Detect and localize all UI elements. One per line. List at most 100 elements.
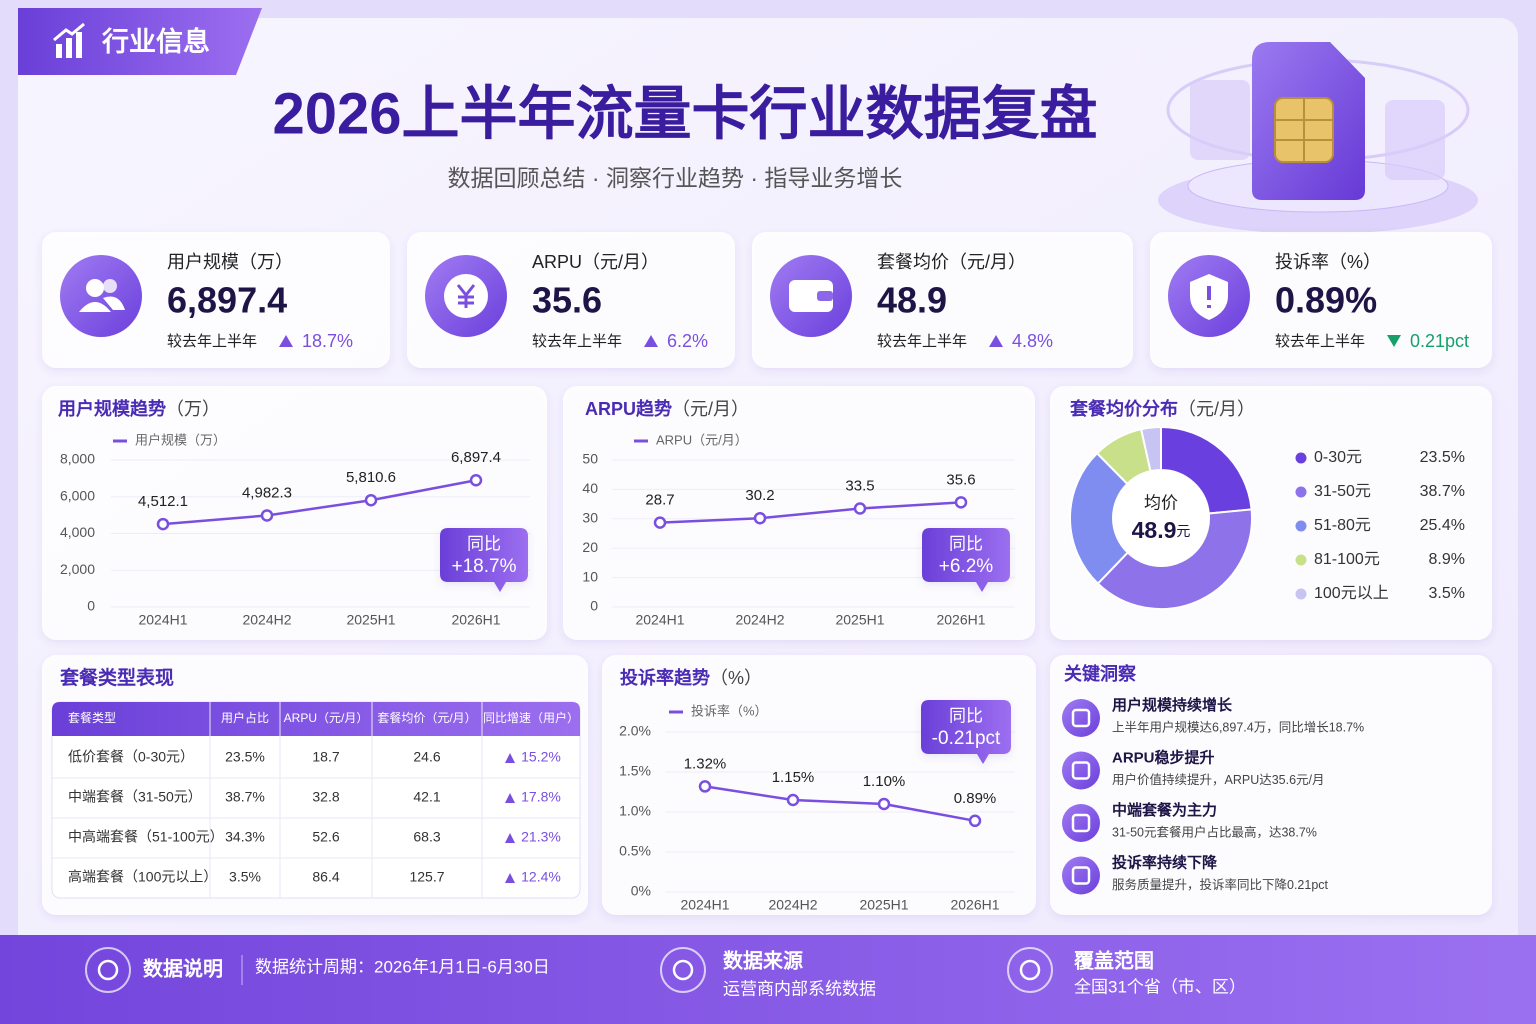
callout-label: 同比	[949, 534, 983, 553]
kpi-label: 投诉率（%）	[1275, 252, 1381, 272]
legend-label: 0-30元	[1314, 449, 1362, 466]
value-label: 30.2	[745, 487, 774, 504]
footer-icon	[1007, 947, 1053, 993]
table-cell: 52.6	[312, 829, 339, 845]
legend-swatch	[1295, 520, 1307, 532]
y-tick-label: 0.5%	[619, 843, 651, 859]
card	[42, 232, 390, 368]
legend-value: 23.5%	[1420, 449, 1465, 466]
chart-title: 投诉率趋势（%）	[620, 667, 762, 688]
point	[753, 511, 767, 525]
y-tick-label: 40	[582, 480, 598, 496]
kpi-change: 6.2%	[667, 331, 708, 351]
pie-center	[1114, 471, 1208, 565]
legend-value: 25.4%	[1420, 517, 1465, 534]
table-header: 用户占比	[221, 710, 269, 725]
table-cell: 86.4	[312, 869, 339, 885]
table-cell: 38.7%	[225, 789, 265, 805]
title-unit: （%）	[710, 668, 762, 688]
table-cell: 125.7	[409, 869, 444, 885]
title: 2026上半年流量卡行业数据复盘	[272, 81, 1097, 146]
legend-label: 51-80元	[1314, 517, 1371, 534]
insights-title: 关键洞察	[1064, 663, 1137, 684]
point	[364, 493, 378, 507]
sim-decoration	[1158, 42, 1478, 234]
kpi-change: 0.21pct	[1410, 331, 1469, 351]
card	[752, 232, 1133, 368]
point	[786, 793, 800, 807]
footer-icon	[85, 947, 131, 993]
callout	[921, 700, 1011, 764]
icon-glyph	[79, 296, 125, 312]
value-label: 1.32%	[684, 755, 727, 772]
value-label: 4,512.1	[138, 493, 188, 510]
legend-value: 38.7%	[1420, 483, 1465, 500]
table-cell: 68.3	[413, 829, 440, 845]
table-title: 套餐类型表现	[59, 666, 174, 689]
insight-title: 投诉率持续下降	[1112, 853, 1218, 871]
legend-value: 8.9%	[1429, 551, 1465, 568]
kpi-compare: 较去年上半年	[877, 332, 967, 350]
point	[469, 474, 483, 487]
chart-title: ARPU趋势（元/月）	[585, 398, 749, 419]
y-tick-label: 50	[582, 451, 598, 467]
center-number: 48.9	[1132, 517, 1177, 543]
table-cell: 高端套餐（100元以上）	[68, 869, 217, 885]
callout	[440, 528, 528, 592]
kpi-value: 48.9	[877, 280, 947, 321]
table-header: 同比增速（用户）	[483, 710, 579, 725]
icon-glyph	[817, 291, 833, 301]
insight-glyph	[1071, 813, 1091, 833]
badge-icon	[53, 22, 85, 58]
callout-label: 同比	[949, 706, 983, 725]
card	[42, 386, 547, 640]
kpi-arrow	[989, 335, 1003, 347]
kpi-compare: 较去年上半年	[167, 332, 257, 350]
x-tick-label: 2024H2	[735, 612, 784, 628]
x-tick-label: 2026H1	[950, 897, 999, 913]
table-header: ARPU（元/月）	[284, 711, 369, 725]
growth-arrow	[505, 873, 515, 883]
x-tick-label: 2024H1	[635, 612, 684, 628]
table-cell: 中高端套餐（51-100元）	[68, 829, 224, 845]
footer-band	[0, 935, 1536, 1024]
growth-arrow	[505, 753, 515, 763]
kpi-change: 4.8%	[1012, 331, 1053, 351]
center-label: 均价	[1144, 493, 1178, 512]
footer-title: 覆盖范围	[1073, 948, 1154, 972]
legend-swatch	[1295, 554, 1307, 566]
badge-text: 行业信息	[101, 26, 210, 57]
icon-glyph	[103, 279, 117, 293]
icon-glyph	[789, 280, 833, 312]
table-cell: 15.2%	[521, 749, 561, 765]
y-tick-label: 8,000	[60, 451, 95, 467]
point	[954, 496, 968, 509]
kpi-compare: 较去年上半年	[1275, 332, 1365, 350]
insight-text: 31-50元套餐用户占比最高，达38.7%	[1112, 824, 1317, 839]
legend-swatch	[1295, 588, 1307, 600]
subtitle: 数据回顾总结 · 洞察行业趋势 · 指导业务增长	[448, 165, 903, 191]
y-tick-label: 30	[582, 510, 598, 526]
x-tick-label: 2024H2	[242, 612, 291, 628]
x-tick-label: 2025H1	[835, 612, 884, 628]
kpi-value: 0.89%	[1275, 280, 1377, 321]
footer-text: 运营商内部系统数据	[723, 979, 876, 998]
table-cell: 低价套餐（0-30元）	[68, 749, 194, 765]
icon-glyph	[456, 284, 476, 308]
legend-swatch	[1295, 452, 1307, 464]
y-tick-label: 1.5%	[619, 763, 651, 779]
x-tick-label: 2025H1	[346, 612, 395, 628]
legend-label: 投诉率（%）	[691, 703, 768, 718]
footer-text: 数据统计周期：2026年1月1日-6月30日	[255, 957, 550, 976]
point	[968, 814, 982, 828]
y-tick-label: 0	[590, 598, 598, 614]
y-tick-label: 0	[87, 598, 95, 614]
legend-label: 81-100元	[1314, 551, 1380, 568]
x-tick-label: 2026H1	[936, 612, 985, 628]
kpi-arrow	[1387, 335, 1401, 347]
insight-icon	[1062, 856, 1100, 895]
title-main: ARPU趋势	[585, 398, 672, 419]
legend-label: 31-50元	[1314, 483, 1371, 500]
